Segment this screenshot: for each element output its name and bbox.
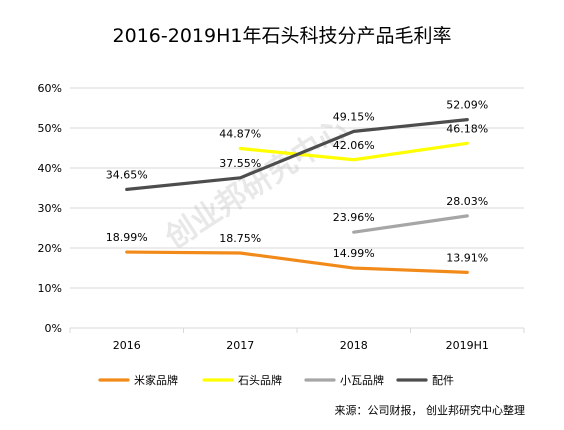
series-line-2 bbox=[352, 214, 469, 234]
legend-label: 石头品牌 bbox=[238, 373, 282, 387]
grid-layer bbox=[70, 87, 524, 329]
data-label: 49.15% bbox=[333, 110, 375, 123]
x-tick-label: 2018 bbox=[340, 339, 368, 352]
data-label: 14.99% bbox=[333, 247, 375, 260]
y-tick-label: 60% bbox=[38, 82, 62, 95]
y-tick-label: 50% bbox=[38, 122, 62, 135]
legend-label: 配件 bbox=[432, 374, 454, 387]
data-label: 52.09% bbox=[446, 99, 488, 112]
data-label: 18.75% bbox=[219, 232, 261, 245]
series-layer bbox=[125, 118, 469, 274]
data-label: 34.65% bbox=[106, 168, 148, 181]
legend: 米家品牌 石头品牌 小瓦品牌 配件 bbox=[98, 373, 454, 387]
data-label: 42.06% bbox=[333, 139, 375, 152]
data-label: 37.55% bbox=[219, 157, 261, 170]
y-tick-label: 10% bbox=[38, 282, 62, 295]
data-labels: 18.99% 18.75% 14.99% 13.91% 44.87% 42.06% 46.1… bbox=[106, 99, 488, 265]
y-tick-label: 30% bbox=[38, 202, 62, 215]
data-label: 28.03% bbox=[446, 195, 488, 208]
data-label: 23.96% bbox=[333, 211, 375, 224]
data-label: 46.18% bbox=[446, 122, 488, 135]
y-tick-label: 0% bbox=[45, 322, 62, 335]
data-label: 18.99% bbox=[106, 231, 148, 244]
chart-title: 2016-2019H1年石头科技分产品毛利率 bbox=[113, 25, 452, 47]
series-line-0 bbox=[125, 250, 469, 274]
data-label: 13.91% bbox=[446, 251, 488, 264]
source-note: 来源：公司财报， 创业邦研究中心整理 bbox=[335, 403, 526, 417]
x-tick-label: 2016 bbox=[113, 339, 141, 352]
data-label: 44.87% bbox=[219, 128, 261, 141]
legend-label: 小瓦品牌 bbox=[340, 373, 384, 387]
x-tick-label: 2017 bbox=[226, 339, 254, 352]
axes: 0% 10% 20% 30% 40% 50% 60% 2016 2017 2018 2019H1 bbox=[38, 82, 525, 352]
series-line-3 bbox=[125, 118, 469, 191]
legend-label: 米家品牌 bbox=[134, 373, 178, 387]
x-tick-label: 2019H1 bbox=[446, 339, 489, 352]
y-tick-label: 40% bbox=[38, 162, 62, 175]
y-tick-label: 20% bbox=[38, 242, 62, 255]
